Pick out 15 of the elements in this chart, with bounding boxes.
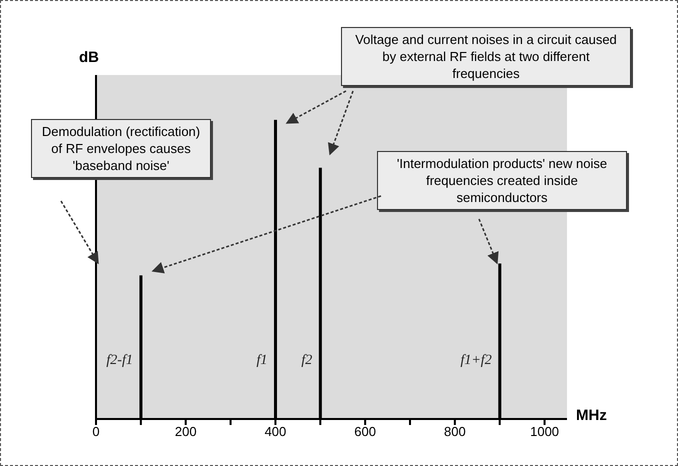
y-axis-title: dB xyxy=(79,49,99,66)
callout-box: 'Intermodulation products' new noise frequencies created inside semiconductors xyxy=(377,151,627,210)
annotation: f2 xyxy=(301,353,312,368)
callout-box: Demodulation (rectification) of RF envelopes causes 'baseband noise' xyxy=(31,119,211,178)
x-tick-label: 0 xyxy=(92,424,100,440)
x-tick-label: 400 xyxy=(264,424,286,440)
x-tick-label: 600 xyxy=(354,424,376,440)
x-tick-label: 800 xyxy=(444,424,466,440)
annotation: f2-f1 xyxy=(106,353,133,368)
callout-box: Voltage and current noises in a circuit caused by external RF fields at two different frequencies xyxy=(341,27,631,86)
x-tick-label: 200 xyxy=(174,424,197,440)
annotation: f1+f2 xyxy=(460,353,492,368)
annotation: f1 xyxy=(256,353,268,368)
x-axis-title: MHz xyxy=(576,407,607,424)
x-tick-label: 1000 xyxy=(530,424,560,440)
